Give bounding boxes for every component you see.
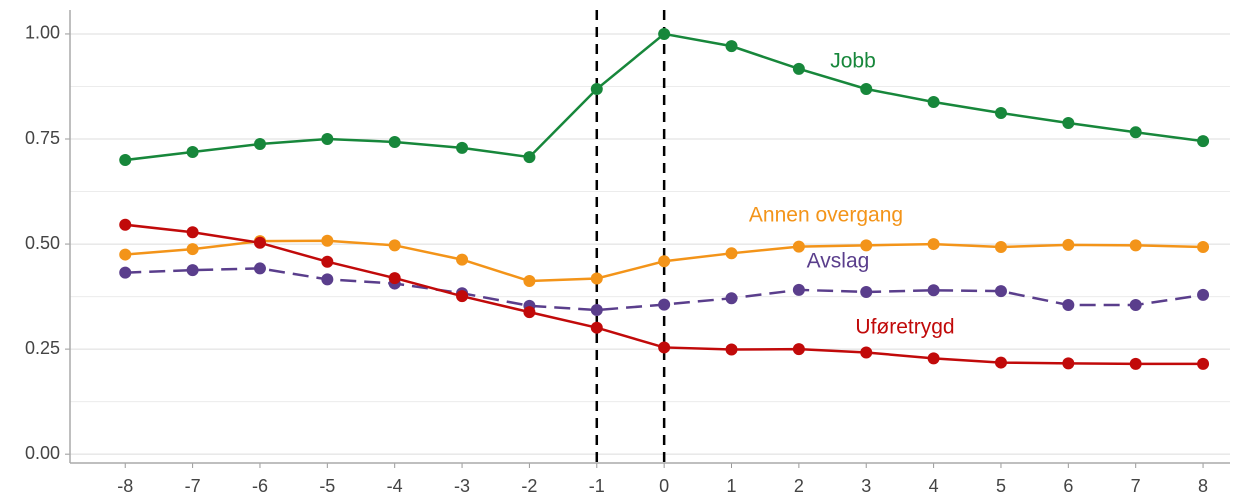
point <box>1129 298 1142 311</box>
y-tick-label: 0.50 <box>25 233 60 253</box>
x-tick-label: -2 <box>521 476 537 496</box>
point <box>1129 126 1142 139</box>
point <box>321 255 334 268</box>
point <box>119 266 132 279</box>
series-label: Uføretrygd <box>855 316 954 339</box>
point <box>994 356 1007 369</box>
point <box>523 275 536 288</box>
point <box>1062 357 1075 370</box>
point <box>186 226 199 239</box>
point <box>119 154 132 167</box>
y-tick-label: 0.00 <box>25 443 60 463</box>
point <box>456 141 469 154</box>
point <box>927 284 940 297</box>
point <box>1062 238 1075 251</box>
x-tick-label: 5 <box>996 476 1006 496</box>
point <box>1197 357 1210 370</box>
point <box>725 292 738 305</box>
x-tick-label: 6 <box>1063 476 1073 496</box>
point <box>725 40 738 53</box>
x-tick-label: 1 <box>727 476 737 496</box>
x-tick-label: -4 <box>387 476 403 496</box>
point <box>994 241 1007 254</box>
x-tick-label: 4 <box>929 476 939 496</box>
x-tick-label: -6 <box>252 476 268 496</box>
point <box>658 341 671 354</box>
point <box>590 272 603 285</box>
point <box>523 151 536 164</box>
point <box>994 106 1007 119</box>
point <box>860 83 873 96</box>
point <box>792 283 805 296</box>
point <box>658 298 671 311</box>
point <box>927 238 940 251</box>
point <box>186 146 199 159</box>
series-label: Avslag <box>807 250 870 273</box>
point <box>927 96 940 109</box>
point <box>860 346 873 359</box>
x-tick-label: 7 <box>1131 476 1141 496</box>
point <box>388 272 401 285</box>
point <box>590 83 603 96</box>
point <box>186 243 199 256</box>
point <box>792 62 805 75</box>
x-tick-label: 3 <box>861 476 871 496</box>
point <box>1129 357 1142 370</box>
point <box>388 135 401 148</box>
point <box>860 285 873 298</box>
x-tick-label: -5 <box>319 476 335 496</box>
point <box>253 138 266 151</box>
point <box>590 321 603 334</box>
point <box>321 133 334 146</box>
point <box>321 273 334 286</box>
x-tick-label: -8 <box>117 476 133 496</box>
point <box>388 239 401 252</box>
x-tick-label: 8 <box>1198 476 1208 496</box>
point <box>725 343 738 356</box>
x-tick-label: 2 <box>794 476 804 496</box>
point <box>186 264 199 277</box>
point <box>119 248 132 261</box>
y-tick-label: 0.25 <box>25 338 60 358</box>
point <box>456 290 469 303</box>
point <box>1062 298 1075 311</box>
y-tick-label: 1.00 <box>25 23 60 43</box>
x-tick-label: -7 <box>185 476 201 496</box>
point <box>523 306 536 319</box>
point <box>1197 241 1210 254</box>
point <box>253 236 266 249</box>
point <box>321 234 334 247</box>
point <box>253 262 266 275</box>
point <box>1129 239 1142 252</box>
point <box>1197 288 1210 301</box>
point <box>860 239 873 252</box>
point <box>994 285 1007 298</box>
series-label: Annen overgang <box>749 204 903 227</box>
point <box>119 218 132 231</box>
point <box>725 247 738 260</box>
point <box>658 27 671 40</box>
point <box>456 253 469 266</box>
point <box>658 255 671 268</box>
point <box>590 304 603 317</box>
point <box>927 352 940 365</box>
point <box>1062 117 1075 130</box>
x-tick-label: 0 <box>659 476 669 496</box>
x-tick-label: -3 <box>454 476 470 496</box>
point <box>792 343 805 356</box>
point <box>1197 135 1210 148</box>
series-label: Jobb <box>830 50 876 73</box>
point <box>792 240 805 253</box>
x-tick-label: -1 <box>589 476 605 496</box>
y-tick-label: 0.75 <box>25 128 60 148</box>
